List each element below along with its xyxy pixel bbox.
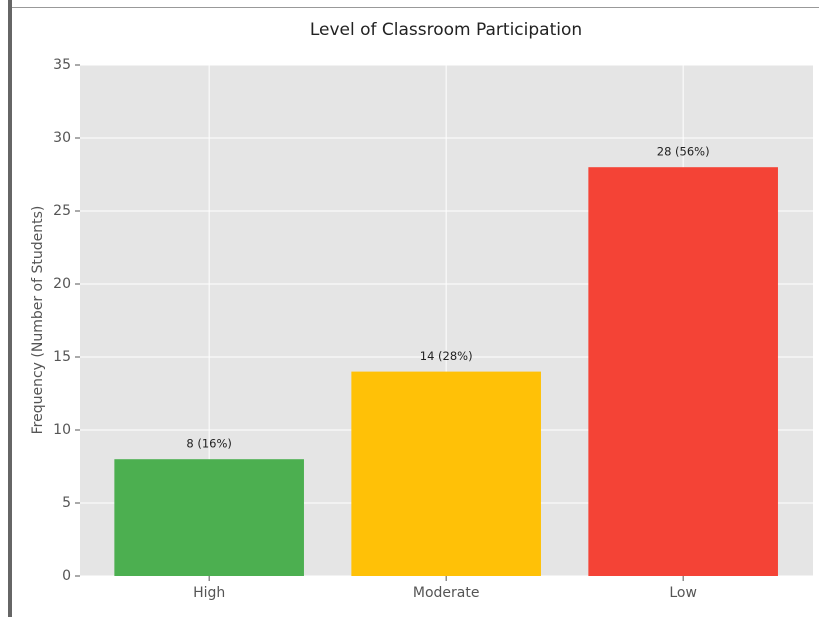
value-label: 8 (16%) [186,437,232,451]
y-tick-label: 15 [53,349,71,365]
y-tick-label: 30 [53,130,71,146]
y-tick-label: 10 [53,422,71,438]
y-tick-label: 5 [62,495,71,511]
y-tick-label: 25 [53,203,71,219]
x-tick-label: High [193,585,225,601]
value-label: 28 (56%) [657,145,710,159]
y-tick-label: 35 [53,57,71,73]
y-tick-label: 0 [62,568,71,584]
y-tick-label: 20 [53,276,71,292]
bar [351,371,541,576]
bar [114,459,304,576]
value-label: 14 (28%) [420,349,473,363]
chart-title: Level of Classroom Participation [310,20,582,40]
x-tick-label: Moderate [413,585,480,601]
left-border [8,0,12,617]
y-axis-label: Frequency (Number of Students) [30,206,46,435]
x-tick-label: Low [669,585,697,601]
bar [588,167,778,576]
